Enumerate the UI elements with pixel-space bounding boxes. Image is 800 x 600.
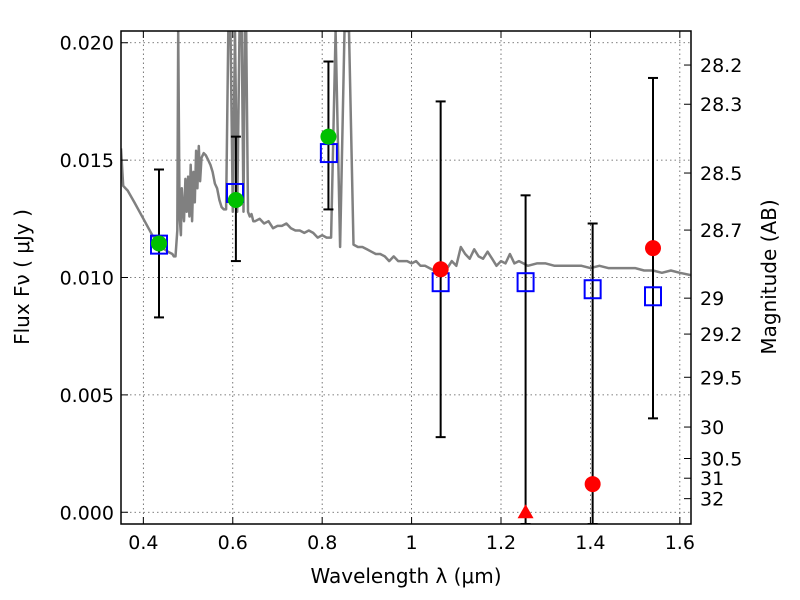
upper-limit-triangle (517, 504, 534, 519)
observed-flux-point (432, 261, 449, 278)
y-tick-label: 0.005 (60, 385, 114, 407)
observed-flux-point (151, 235, 167, 252)
y-axis-title: Flux Fν ( μJy ) (10, 209, 34, 345)
magnitude-tick-label: 28.2 (700, 55, 742, 77)
magnitude-tick-label: 30 (700, 417, 724, 439)
magnitude-tick-label: 30.5 (700, 449, 742, 471)
axes: 0.4 0.6 0.8 1 1.2 1.4 1.6 0.000 0.005 0.010 0.015 0… (60, 31, 742, 554)
x-tick-label: 0.4 (128, 532, 158, 554)
y-axis-right-title: Magnitude (AB) (757, 199, 781, 354)
x-tick-label: 0.8 (307, 532, 337, 554)
x-tick-label: 1.6 (665, 532, 695, 554)
observed-flux-point (645, 240, 661, 257)
magnitude-tick-label: 31 (700, 468, 724, 490)
observed-flux-point (227, 192, 244, 209)
y-tick-label: 0.015 (60, 150, 114, 172)
observed-flux-point (584, 476, 601, 493)
y-tick-label: 0.010 (60, 268, 114, 290)
model-square-marker (583, 279, 602, 300)
magnitude-tick-label: 32 (700, 489, 724, 511)
x-axis-title: Wavelength λ (μm) (310, 564, 501, 588)
x-tick-label: 1.2 (486, 532, 516, 554)
magnitude-tick-label: 29 (700, 288, 724, 310)
x-tick-label: 1 (406, 532, 418, 554)
magnitude-tick-label: 28.5 (700, 163, 742, 185)
y-tick-label: 0.000 (60, 502, 114, 524)
sed-model-line (121, 31, 691, 277)
grid (121, 31, 691, 524)
observed-flux-point (320, 128, 337, 145)
magnitude-tick-label: 29.2 (700, 324, 742, 346)
magnitude-tick-label: 28.3 (700, 94, 742, 116)
magnitude-tick-label: 29.5 (700, 367, 742, 389)
magnitude-tick-label: 28.7 (700, 220, 742, 242)
x-tick-label: 0.6 (218, 532, 248, 554)
plot-area (121, 31, 691, 524)
model-square-marker (516, 272, 535, 293)
x-tick-label: 1.4 (575, 532, 605, 554)
y-tick-label: 0.020 (60, 33, 114, 55)
model-square-marker (644, 286, 662, 307)
